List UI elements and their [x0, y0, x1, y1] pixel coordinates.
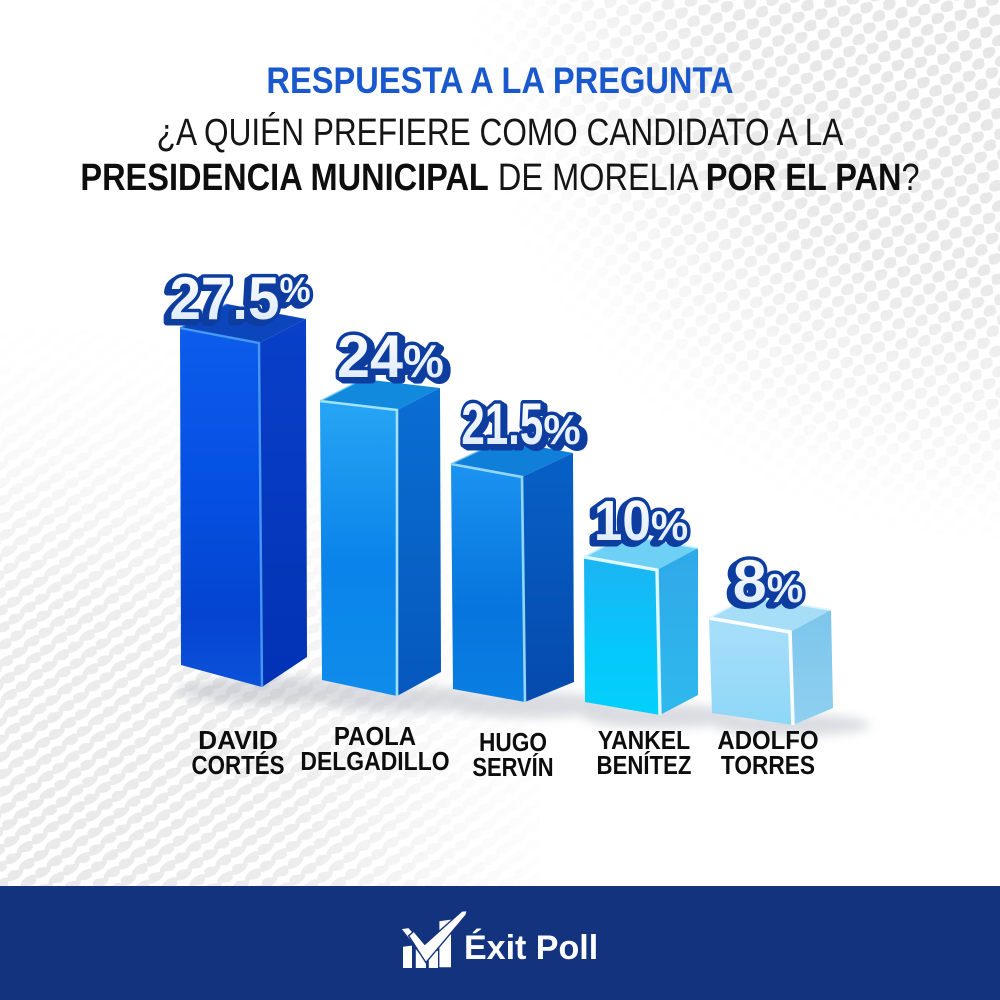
svg-text:27.5%: 27.5% [165, 268, 306, 335]
svg-text:27.5%: 27.5% [169, 265, 310, 332]
svg-text:24%: 24% [341, 326, 448, 393]
svg-text:21.5%: 21.5% [466, 395, 585, 460]
svg-text:21.5%: 21.5% [461, 392, 580, 457]
svg-text:27.5%: 27.5% [169, 265, 310, 332]
svg-text:27.5%: 27.5% [167, 267, 308, 334]
svg-text:8%: 8% [731, 550, 801, 617]
svg-text:24%: 24% [337, 323, 444, 390]
svg-text:Éxit Poll: Éxit Poll [464, 929, 598, 967]
svg-text:24%: 24% [342, 326, 449, 393]
svg-text:10%: 10% [590, 492, 684, 556]
svg-text:21.5%: 21.5% [461, 392, 580, 457]
svg-text:8%: 8% [733, 548, 803, 615]
svg-text:21.5%: 21.5% [465, 395, 584, 460]
svg-text:24%: 24% [337, 323, 444, 390]
svg-text:10%: 10% [589, 492, 683, 556]
svg-text:8%: 8% [728, 551, 798, 618]
svg-text:24%: 24% [339, 325, 446, 392]
svg-text:10%: 10% [592, 491, 686, 555]
svg-text:21.5%: 21.5% [464, 394, 583, 459]
svg-text:27.5%: 27.5% [165, 268, 306, 335]
svg-text:10%: 10% [594, 489, 688, 553]
svg-text:8%: 8% [733, 548, 803, 615]
svg-text:8%: 8% [729, 551, 799, 618]
svg-text:10%: 10% [594, 489, 688, 553]
